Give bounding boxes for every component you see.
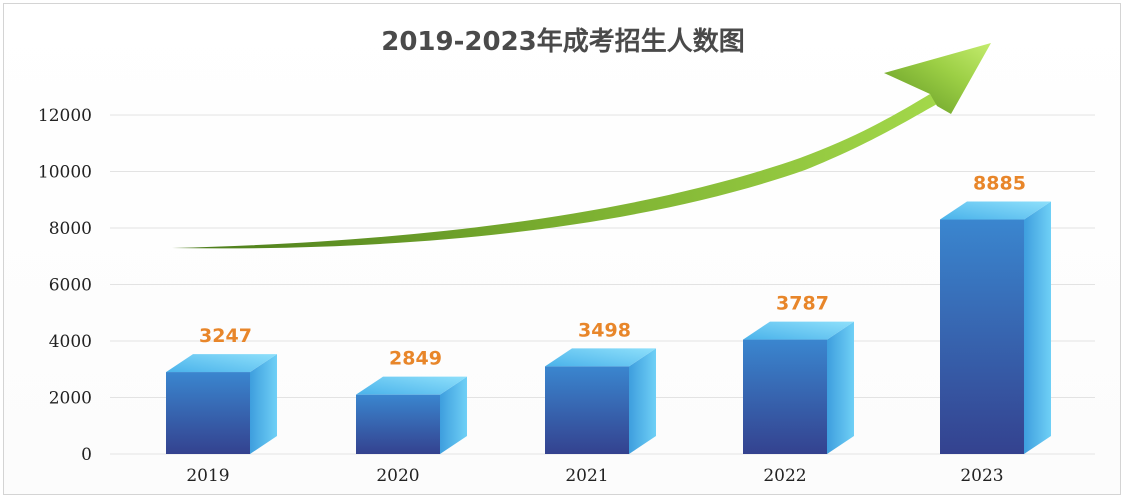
data-label: 8885 bbox=[973, 173, 1026, 195]
bar-front bbox=[166, 372, 250, 454]
data-label: 3498 bbox=[578, 319, 631, 341]
data-labels: 3247 2849 3498 3787 8885 bbox=[199, 173, 1026, 370]
x-tick-label: 2021 bbox=[565, 466, 608, 486]
chart-title: 2019-2023年成考招生人数图 bbox=[381, 26, 745, 57]
bar bbox=[166, 354, 277, 454]
bar-side bbox=[629, 348, 656, 454]
data-label: 2849 bbox=[389, 348, 442, 370]
x-tick-label: 2020 bbox=[376, 466, 419, 486]
bar bbox=[356, 376, 467, 454]
y-tick-label: 8000 bbox=[49, 219, 92, 239]
bar-side bbox=[250, 354, 277, 454]
bar-top bbox=[743, 321, 854, 340]
y-tick-label: 10000 bbox=[38, 163, 92, 183]
bar bbox=[545, 348, 656, 454]
y-tick-label: 2000 bbox=[49, 389, 92, 409]
x-axis: 2019 2020 2021 2022 2023 bbox=[186, 466, 1003, 486]
bars bbox=[166, 201, 1051, 454]
x-tick-label: 2023 bbox=[960, 466, 1003, 486]
bar-top bbox=[166, 354, 277, 373]
x-tick-label: 2019 bbox=[186, 466, 229, 486]
bar-top bbox=[545, 348, 656, 367]
bar-side bbox=[1024, 201, 1051, 454]
bar bbox=[743, 321, 854, 454]
y-tick-label: 0 bbox=[81, 445, 92, 465]
data-label: 3787 bbox=[776, 293, 829, 315]
bar-side bbox=[440, 376, 467, 454]
bar-top bbox=[356, 376, 467, 395]
bar bbox=[940, 201, 1051, 454]
y-tick-label: 6000 bbox=[49, 276, 92, 296]
x-tick-label: 2022 bbox=[763, 466, 806, 486]
bar-front bbox=[743, 339, 827, 454]
bar-top bbox=[940, 201, 1051, 220]
data-label: 3247 bbox=[199, 325, 252, 347]
y-tick-label: 12000 bbox=[38, 106, 92, 126]
trend-arrow-icon bbox=[172, 43, 991, 249]
bar-front bbox=[940, 219, 1024, 454]
bar-side bbox=[827, 321, 854, 454]
bar-front bbox=[545, 366, 629, 454]
y-axis: 0 2000 4000 6000 8000 10000 12000 bbox=[38, 106, 92, 465]
bar-front bbox=[356, 394, 440, 454]
y-tick-label: 4000 bbox=[49, 332, 92, 352]
